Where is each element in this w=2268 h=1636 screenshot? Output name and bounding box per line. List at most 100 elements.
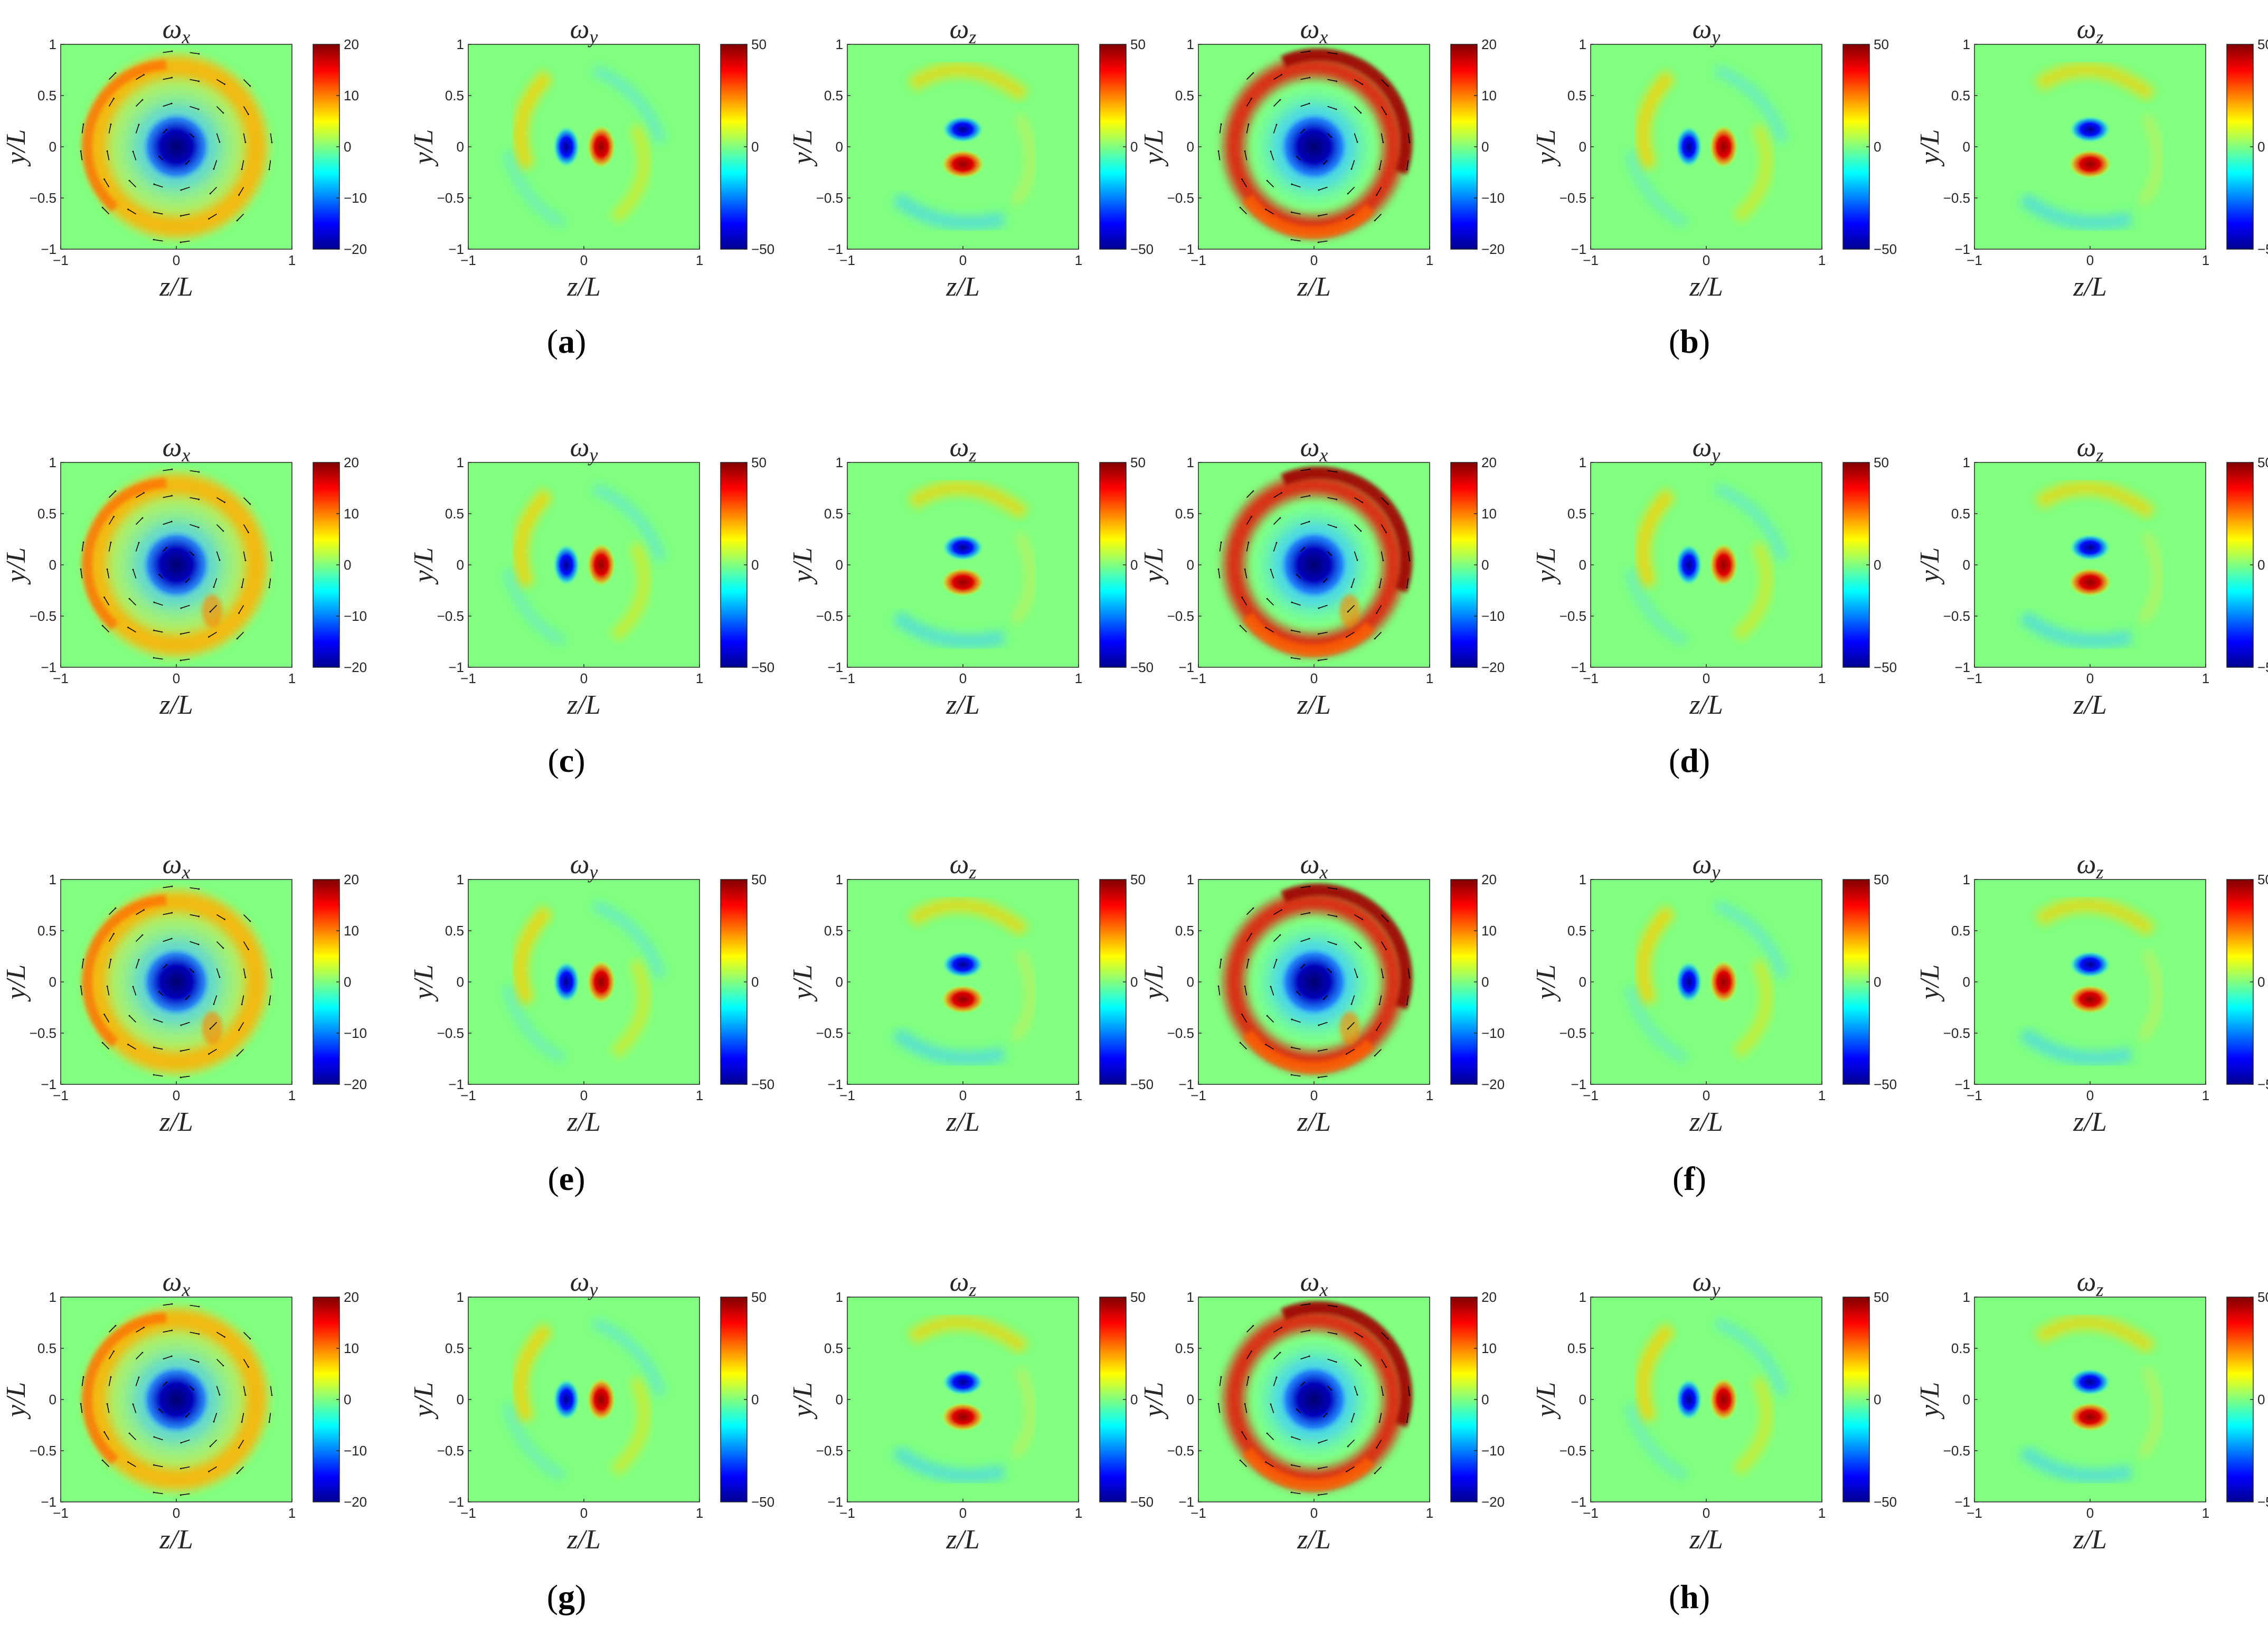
x-tick-label: 1 xyxy=(2202,670,2209,686)
y-tick-label: 0 xyxy=(1579,974,1586,990)
y-tick-label: −0.5 xyxy=(1167,190,1194,206)
vorticity-structures xyxy=(2019,480,2163,649)
x-tick-label: −1 xyxy=(53,670,69,686)
colorbar-tick-label: 10 xyxy=(344,88,359,103)
colorbar-tick-label: 50 xyxy=(751,36,767,52)
x-axis-label: z/L xyxy=(946,1525,980,1555)
colorbar-tick-label: 0 xyxy=(2257,974,2265,990)
vorticity-structures xyxy=(1624,483,1788,647)
x-tick-label: 0 xyxy=(959,670,967,686)
x-tick-label: 0 xyxy=(2086,670,2094,686)
colorbar-tick-label: −50 xyxy=(1130,241,1154,257)
colorbar-tick-label: −20 xyxy=(344,1076,367,1092)
colorbar xyxy=(313,879,340,1085)
y-tick-label: 1 xyxy=(457,36,464,52)
x-tick-label: −1 xyxy=(1583,670,1599,686)
y-tick-label: 0 xyxy=(1963,557,1970,573)
colorbar-tick-label: −50 xyxy=(2257,1076,2268,1092)
colorbar-tick-label: 0 xyxy=(344,139,351,155)
y-tick-label: −1 xyxy=(1178,659,1194,675)
y-tick-label: 1 xyxy=(457,1289,464,1305)
y-tick-label: 0.5 xyxy=(1567,1340,1586,1356)
panel-label-e: (e) xyxy=(547,1160,585,1197)
x-tick-label: 1 xyxy=(1818,252,1826,268)
x-axis-label: z/L xyxy=(946,690,980,720)
colorbar-tick-label: 0 xyxy=(344,557,351,573)
x-tick-label: 1 xyxy=(696,1505,703,1521)
panel-title-omega_y: ωy xyxy=(1693,849,1721,883)
y-tick-label: −0.5 xyxy=(1943,190,1970,206)
y-tick-label: −1 xyxy=(827,241,843,257)
y-tick-label: 0 xyxy=(1187,139,1194,155)
x-tick-label: 0 xyxy=(959,1087,967,1103)
colorbar-tick-label: −20 xyxy=(344,241,367,257)
panel-r1-c6-omega_z: −1 0 1 1 0.5 0 −0.5 −1 ωz z/L y/L 50 0 −50 xyxy=(1915,14,2268,302)
y-tick-label: 1 xyxy=(836,36,843,52)
x-axis-label: z/L xyxy=(566,690,601,720)
heatmap-field xyxy=(847,1297,1079,1502)
vorticity-structures xyxy=(502,1318,666,1481)
colorbar-tick-label: −50 xyxy=(1874,1076,1897,1092)
y-tick-label: 0 xyxy=(457,974,464,990)
x-axis-label: z/L xyxy=(946,272,980,302)
heatmap-field xyxy=(468,462,700,667)
x-tick-label: −1 xyxy=(839,670,855,686)
y-tick-label: 1 xyxy=(1187,1289,1194,1305)
colorbar-tick-label: 0 xyxy=(751,974,759,990)
colorbar-tick-label: −10 xyxy=(344,190,367,206)
panel-title-omega_x: ωx xyxy=(163,849,191,883)
panel-label-d: (d) xyxy=(1669,742,1710,779)
x-tick-label: −1 xyxy=(1190,670,1206,686)
y-tick-label: 0 xyxy=(1187,557,1194,573)
y-tick-label: 1 xyxy=(1579,1289,1586,1305)
x-tick-label: 1 xyxy=(1075,1087,1082,1103)
colorbar-tick-label: 0 xyxy=(751,1392,759,1407)
y-tick-label: −1 xyxy=(1571,241,1586,257)
y-axis-label: y/L xyxy=(1139,1382,1169,1420)
vorticity-structures xyxy=(1624,1318,1788,1481)
y-tick-label: 1 xyxy=(457,872,464,887)
heatmap-field xyxy=(1974,880,2206,1084)
y-axis-label: y/L xyxy=(409,964,439,1002)
x-axis-label: z/L xyxy=(2073,272,2107,302)
colorbar-tick-label: 50 xyxy=(1130,36,1146,52)
colorbar-tick-label: 20 xyxy=(1481,872,1497,887)
colorbar xyxy=(1099,1297,1127,1502)
vorticity-structures xyxy=(502,900,666,1064)
y-tick-label: 0 xyxy=(836,139,843,155)
panel-r4-c6-omega_z: −1 0 1 1 0.5 0 −0.5 −1 ωz z/L y/L 50 0 −50 xyxy=(1915,1267,2268,1555)
y-tick-label: −1 xyxy=(1954,1076,1970,1092)
x-tick-label: 1 xyxy=(2202,252,2209,268)
y-tick-label: 1 xyxy=(1187,455,1194,470)
y-tick-label: 1 xyxy=(1187,872,1194,887)
y-tick-label: 0.5 xyxy=(1951,506,1970,522)
x-tick-label: −1 xyxy=(460,1505,476,1521)
colorbar xyxy=(1099,879,1127,1085)
y-axis-label: y/L xyxy=(409,129,439,167)
colorbar-tick-label: 20 xyxy=(344,36,359,52)
y-tick-label: 0.5 xyxy=(1175,88,1194,103)
colorbar-tick-label: −50 xyxy=(751,1076,774,1092)
x-tick-label: 1 xyxy=(1075,670,1082,686)
panel-r3-c2-omega_y: −1 0 1 1 0.5 0 −0.5 −1 ωy z/L y/L 50 0 −50 xyxy=(409,849,774,1137)
y-tick-label: 0.5 xyxy=(37,923,56,939)
colorbar-tick-label: 50 xyxy=(751,872,767,887)
x-tick-label: −1 xyxy=(1967,670,1982,686)
x-tick-label: −1 xyxy=(53,252,69,268)
y-tick-label: 0 xyxy=(49,139,56,155)
y-tick-label: −1 xyxy=(41,1494,56,1510)
panel-title-omega_x: ωx xyxy=(163,14,191,48)
y-tick-label: −0.5 xyxy=(1167,1443,1194,1459)
y-tick-label: 0.5 xyxy=(1951,923,1970,939)
y-tick-label: 0 xyxy=(1963,1392,1970,1407)
heatmap-field xyxy=(1591,462,1822,667)
y-tick-label: −0.5 xyxy=(816,1025,843,1041)
y-tick-label: 1 xyxy=(1963,36,1970,52)
x-axis-label: z/L xyxy=(1689,690,1723,720)
y-tick-label: 1 xyxy=(49,872,56,887)
vorticity-structures xyxy=(1217,48,1413,243)
x-tick-label: −1 xyxy=(1583,252,1599,268)
heatmap-field xyxy=(468,44,700,249)
heatmap-field xyxy=(1974,1297,2206,1502)
